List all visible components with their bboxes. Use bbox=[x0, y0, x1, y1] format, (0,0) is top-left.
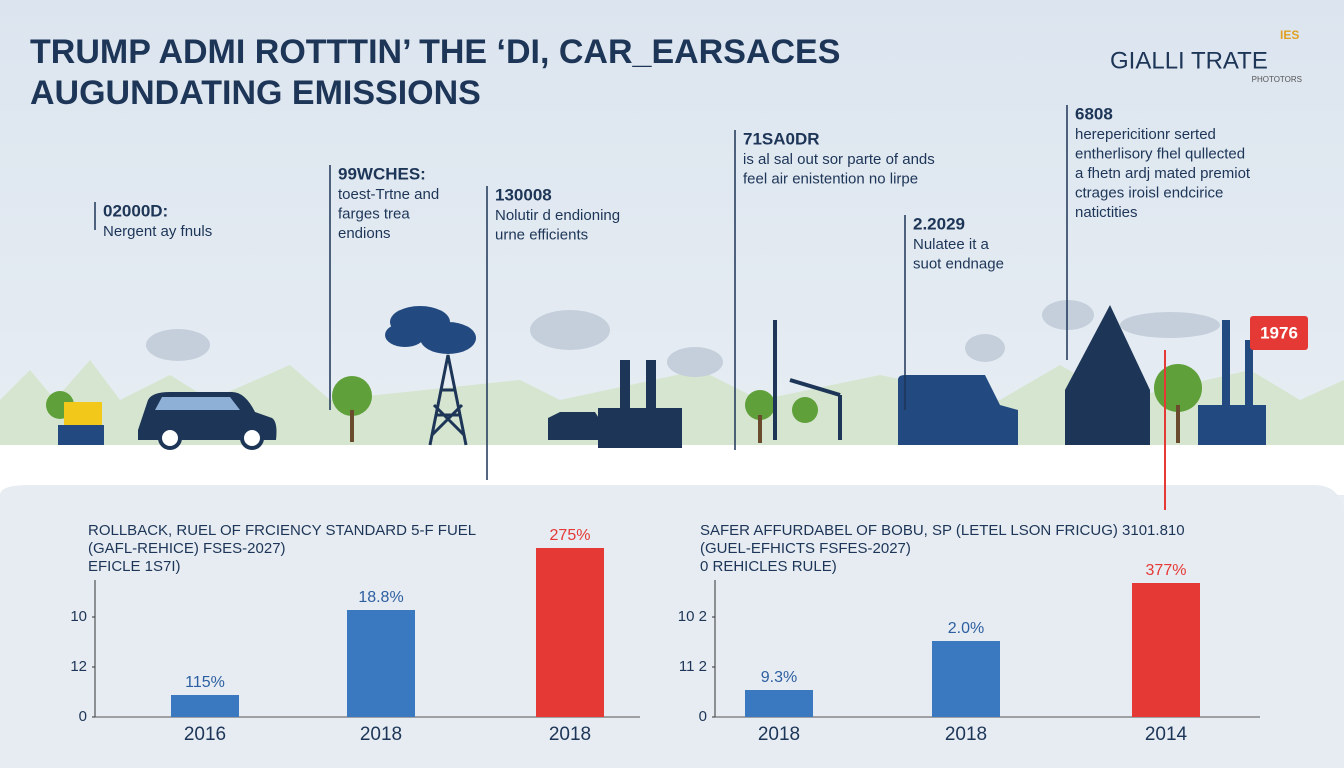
wheel bbox=[240, 426, 264, 450]
logo-name: GIALLI TRATE bbox=[1110, 47, 1268, 74]
y-tick-label: 0 bbox=[79, 708, 87, 725]
timeline-text: feel air enistention no lirpe bbox=[743, 170, 918, 187]
scenery bbox=[0, 300, 1344, 768]
timeline-text: Nulatee it a bbox=[913, 236, 990, 253]
lower-panel bbox=[0, 485, 1344, 768]
timeline-head: 6808 bbox=[1075, 104, 1113, 123]
bar bbox=[347, 610, 415, 717]
truck-base bbox=[58, 425, 104, 445]
clouds bbox=[146, 300, 1220, 377]
timeline-text: toest-Trtne and bbox=[338, 186, 439, 203]
bar bbox=[1132, 583, 1200, 717]
logo-badge: IES bbox=[1280, 28, 1299, 42]
bus bbox=[898, 375, 1018, 445]
x-tick-label: 2014 bbox=[1145, 724, 1188, 745]
car-window bbox=[155, 397, 240, 410]
chart-title: (GUEL-EFHICTS FSFES-2027) bbox=[700, 540, 911, 557]
bar bbox=[171, 695, 239, 717]
timeline-text: urne efficients bbox=[495, 226, 588, 243]
timeline-text: farges trea bbox=[338, 205, 410, 222]
timeline-text: herepericitionr serted bbox=[1075, 126, 1216, 143]
bar bbox=[745, 690, 813, 717]
value-label: 2.0% bbox=[948, 620, 984, 637]
title-line: TRUMP ADMI ROTTTIN’ THE ‘DI, CAR_EARSACE… bbox=[30, 33, 840, 71]
chart-title: 0 REHICLES RULE) bbox=[700, 558, 837, 575]
timeline-text: Nergent ay fnuls bbox=[103, 223, 212, 240]
chart-title: SAFER AFFURDABEL OF BOBU, SP (LETEL LSON… bbox=[700, 522, 1185, 539]
y-tick-label: 12 bbox=[70, 658, 87, 675]
timeline-text: suot endnage bbox=[913, 255, 1004, 272]
value-label: 9.3% bbox=[761, 669, 797, 686]
timeline-head: 71SA0DR bbox=[743, 129, 820, 148]
timeline-text: Nolutir d endioning bbox=[495, 207, 620, 224]
timeline-head: 02000D: bbox=[103, 201, 168, 220]
bar bbox=[536, 548, 604, 717]
badge-box bbox=[1250, 316, 1308, 350]
timeline-text: natictities bbox=[1075, 204, 1138, 221]
plant bbox=[1065, 305, 1150, 445]
wheel bbox=[158, 426, 182, 450]
title-line: AUGUNDATING EMISSIONS bbox=[30, 74, 481, 112]
trunks bbox=[350, 405, 1180, 443]
chart-title: (GAFL-REHICE) FSES-2027) bbox=[88, 540, 286, 557]
value-label: 115% bbox=[185, 674, 225, 691]
storm-cloud bbox=[385, 306, 476, 354]
value-label: 377% bbox=[1146, 562, 1187, 579]
timeline-text: a fhetn ardj mated premiot bbox=[1075, 165, 1251, 182]
timeline-head: 99WCHES: bbox=[338, 164, 426, 183]
value-label: 275% bbox=[550, 527, 591, 544]
tower bbox=[428, 354, 468, 446]
pumpjack bbox=[773, 320, 842, 440]
x-tick-label: 2018 bbox=[758, 724, 800, 745]
value-label: 18.8% bbox=[358, 589, 403, 606]
timeline-text: endions bbox=[338, 225, 391, 242]
timeline-head: 130008 bbox=[495, 185, 552, 204]
timeline-head: 2.2029 bbox=[913, 214, 965, 233]
x-tick-label: 2016 bbox=[184, 724, 226, 745]
x-tick-label: 2018 bbox=[549, 724, 591, 745]
timeline-text: is al sal out sor parte of ands bbox=[743, 151, 935, 168]
badge: 1976 bbox=[1260, 323, 1298, 342]
logo-subtitle: PHOTOTORS bbox=[1252, 75, 1302, 84]
y-tick-label: 10 bbox=[70, 608, 87, 625]
timeline-text: entherlisory fhel qullected bbox=[1075, 145, 1245, 162]
bar bbox=[932, 641, 1000, 717]
timeline-text: ctrages iroisl endcirice bbox=[1075, 184, 1223, 201]
chart-title: ROLLBACK, RUEL OF FRCIENCY STANDARD 5-F … bbox=[88, 522, 476, 539]
x-tick-label: 2018 bbox=[360, 724, 402, 745]
y-tick-label: 0 bbox=[699, 708, 707, 725]
chimneys bbox=[1198, 320, 1266, 445]
y-tick-label: 10 2 bbox=[678, 608, 707, 625]
chart-title: EFICLE 1S7I) bbox=[88, 558, 181, 575]
factory bbox=[548, 360, 682, 448]
x-tick-label: 2018 bbox=[945, 724, 987, 745]
y-tick-label: 11 2 bbox=[679, 658, 707, 675]
